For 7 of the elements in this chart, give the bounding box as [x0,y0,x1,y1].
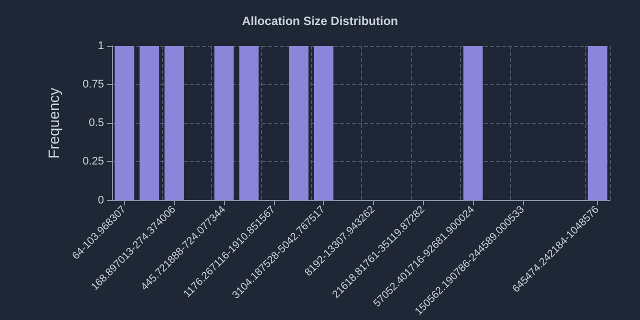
y-tick-label: 1 [98,40,104,52]
y-tick-label: 0.75 [82,78,104,91]
chart-title: Allocation Size Distribution [242,14,398,28]
y-tick-label: 0.25 [82,156,104,168]
y-tick-label: 0 [98,194,104,206]
y-tick-label: 0.5 [88,117,104,130]
y-axis-title: Frequency [46,87,63,159]
